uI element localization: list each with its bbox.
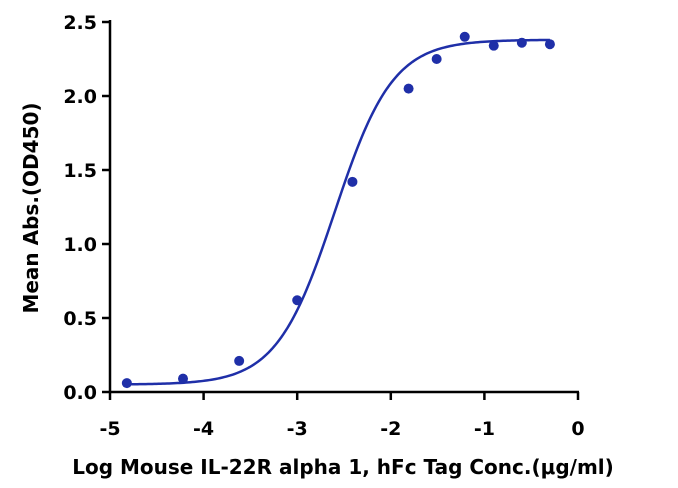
data-point	[516, 37, 527, 48]
y-axis-title: Mean Abs.(OD450)	[19, 102, 43, 313]
axes: 0.0 0.5 1.0 1.5 2.0 2.5 -5 -4 -3 -2 -1 0	[63, 12, 584, 440]
x-axis-title: Log Mouse IL-22R alpha 1, hFc Tag Conc.(…	[72, 455, 614, 479]
data-point	[234, 355, 245, 366]
x-tick-label: -4	[193, 418, 214, 440]
y-tick-label: 1.0	[63, 234, 97, 256]
y-tick-label: 1.5	[63, 160, 97, 182]
data-point	[121, 378, 132, 389]
x-tick-label: -1	[474, 418, 495, 440]
data-point	[347, 176, 358, 187]
data-point	[488, 40, 499, 51]
data-point	[459, 31, 470, 42]
y-tick-label: 0.5	[63, 308, 97, 330]
data-points	[121, 31, 555, 389]
x-tick-label: -2	[380, 418, 401, 440]
x-tick-label: -3	[287, 418, 308, 440]
data-point	[544, 39, 555, 50]
fit-curve-group	[126, 38, 550, 386]
fit-curve	[126, 38, 550, 386]
x-tick-label: 0	[571, 418, 584, 440]
y-tick-label: 0.0	[63, 382, 97, 404]
data-point	[431, 54, 442, 64]
y-tick-label: 2.0	[63, 86, 97, 108]
x-tick-label: -5	[99, 418, 120, 440]
data-point	[178, 373, 189, 384]
data-point	[403, 83, 414, 94]
data-point	[292, 295, 303, 306]
y-tick-label: 2.5	[63, 12, 97, 34]
